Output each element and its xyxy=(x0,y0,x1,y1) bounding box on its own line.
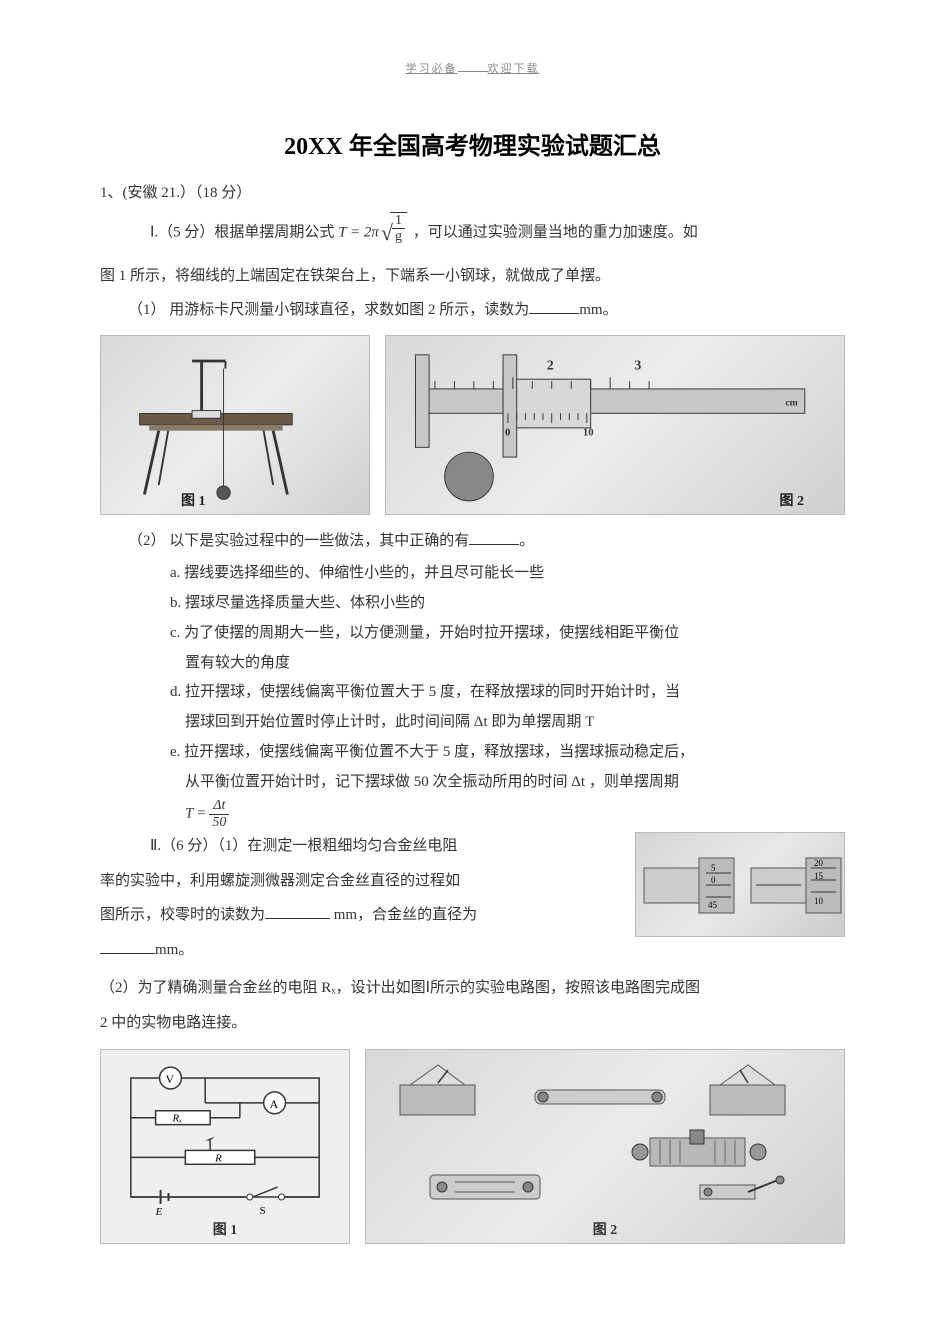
circuit-V: V xyxy=(166,1072,175,1086)
part2-line3b: mm，合金丝的直径为 xyxy=(330,907,477,923)
sub1-unit: mm。 xyxy=(579,302,617,318)
circuit-fig2-caption: 图 2 xyxy=(593,1219,618,1239)
header-suffix: 欢迎下载 xyxy=(488,63,540,75)
answer-blank-3 xyxy=(265,904,330,919)
header-prefix: 学习必备 xyxy=(406,63,458,75)
sub1-text: （1） 用游标卡尺测量小钢球直径，求数如图 2 所示，读数为 xyxy=(128,302,529,318)
caliper-icon: 2 3 0 10 xyxy=(396,338,834,508)
circuit-S: S xyxy=(260,1205,266,1217)
circuit-Rx: Rₓ xyxy=(171,1113,182,1125)
svg-text:20: 20 xyxy=(814,858,824,868)
part2-sub2: （2）为了精确测量合金丝的电阻 Rₓ，设计出如图Ⅰ所示的实验电路图，按照该电路图… xyxy=(100,974,845,1003)
formula-eq: = 2π xyxy=(346,224,379,240)
page-header-mark: 学习必备 欢迎下载 xyxy=(100,60,845,76)
part1-line2: 图 1 所示，将细线的上端固定在铁架台上，下端系一小钢球，就做成了单摆。 xyxy=(100,262,845,291)
svg-text:2: 2 xyxy=(547,357,554,372)
figure-1-pendulum: 图 1 xyxy=(100,335,370,515)
svg-text:3: 3 xyxy=(634,357,641,372)
figure-row-1: 图 1 2 3 xyxy=(100,335,845,515)
option-d-line2: 摆球回到开始位置时停止计时，此时间间隔 Δt 即为单摆周期 T xyxy=(185,709,845,737)
options-list: a. 摆线要选择细些的、伸缩性小些的，并且尽可能长一些 b. 摆球尽量选择质量大… xyxy=(170,560,845,830)
answer-blank-4 xyxy=(100,939,155,954)
part1-sub1: （1） 用游标卡尺测量小钢球直径，求数如图 2 所示，读数为 mm。 xyxy=(128,296,845,325)
svg-text:15: 15 xyxy=(814,871,824,881)
circuit-E: E xyxy=(155,1206,163,1218)
svg-text:5: 5 xyxy=(711,863,716,873)
sub2-suffix: 。 xyxy=(519,533,534,549)
answer-blank xyxy=(529,299,579,314)
option-e-line1: e. 拉开摆球，使摆线偏离平衡位置不大于 5 度，释放摆球，当摆球振动稳定后， xyxy=(170,739,845,767)
option-d-line1: d. 拉开摆球，使摆线偏离平衡位置大于 5 度，在释放摆球的同时开始计时，当 xyxy=(170,679,845,707)
part2-sub2-text: （2）为了精确测量合金丝的电阻 Rₓ，设计出如图Ⅰ所示的实验电路图，按照该电路图… xyxy=(100,980,700,996)
part2-line2: 率的实验中，利用螺旋测微器测定合金丝直径的过程如 xyxy=(100,867,625,896)
q1-header: 1、(安徽 21.）（18 分） xyxy=(100,181,845,202)
part1-sub2: （2） 以下是实验过程中的一些做法，其中正确的有 。 xyxy=(128,527,845,556)
circuit-fig1-caption: 图 1 xyxy=(213,1219,238,1239)
sub2-text: （2） 以下是实验过程中的一些做法，其中正确的有 xyxy=(128,533,469,549)
option-b: b. 摆球尽量选择质量大些、体积小些的 xyxy=(170,590,845,618)
fig1-caption: 图 1 xyxy=(181,490,206,510)
part2-line3: 图所示，校零时的读数为 mm，合金丝的直径为 xyxy=(100,901,625,930)
figure-micrometer: 5 0 45 20 15 10 xyxy=(635,832,845,937)
option-e-formula: T = Δt50 xyxy=(185,798,845,830)
part2-sub2b: 2 中的实物电路连接。 xyxy=(100,1009,845,1038)
part2-line3a: 图所示，校零时的读数为 xyxy=(100,907,265,923)
circuit-figure-row: V A Rₓ R E S 图 xyxy=(100,1049,845,1244)
intro-suffix: ，可以通过实验测量当地的重力加速度。如 xyxy=(413,224,698,240)
part2-wrapper: Ⅱ.（6 分）（1）在测定一根粗细均匀合金丝电阻 率的实验中，利用螺旋测微器测定… xyxy=(100,832,845,970)
part1-intro: Ⅰ.（5 分）根据单摆周期公式 T = 2π√1g ，可以通过实验测量当地的重力… xyxy=(150,212,845,254)
part2-line4-text: mm。 xyxy=(155,942,193,958)
figure-2-caliper: 2 3 0 10 xyxy=(385,335,845,515)
part2-line1: Ⅱ.（6 分）（1）在测定一根粗细均匀合金丝电阻 xyxy=(150,838,457,854)
pendulum-icon xyxy=(111,338,359,508)
e-frac-num: Δt xyxy=(209,798,229,814)
svg-text:cm: cm xyxy=(785,397,797,408)
intro-prefix: Ⅰ.（5 分）根据单摆周期公式 xyxy=(150,224,334,240)
circuit-icon: V A Rₓ R E S xyxy=(111,1060,339,1220)
header-blank xyxy=(458,71,488,72)
e-frac-den: 50 xyxy=(209,815,229,830)
svg-text:45: 45 xyxy=(708,900,718,910)
option-a: a. 摆线要选择细些的、伸缩性小些的，并且尽可能长一些 xyxy=(170,560,845,588)
option-c-line2: 置有较大的角度 xyxy=(185,650,845,678)
circuit-A: A xyxy=(270,1097,279,1111)
fig2-caption: 图 2 xyxy=(780,490,805,510)
part2-line4: mm。 xyxy=(100,936,625,965)
document-title: 20XX 年全国高考物理实验试题汇总 xyxy=(100,126,845,161)
svg-text:10: 10 xyxy=(814,896,824,906)
micrometer-icon: 5 0 45 20 15 10 xyxy=(636,833,846,938)
svg-text:0: 0 xyxy=(505,426,510,438)
e-formula-T: T xyxy=(185,806,193,822)
option-c-line1: c. 为了使摆的周期大一些，以方便测量，开始时拉开摆球，使摆线相距平衡位 xyxy=(170,620,845,648)
frac-num: 1 xyxy=(392,213,405,229)
circuit-R: R xyxy=(214,1152,222,1164)
option-e-line2: 从平衡位置开始计时，记下摆球做 50 次全振动所用的时间 Δt ，则单摆周期 xyxy=(185,769,845,797)
figure-circuit-physical: 图 2 xyxy=(365,1049,845,1244)
sqrt-icon: √1g xyxy=(381,212,407,254)
figure-circuit-diagram: V A Rₓ R E S 图 xyxy=(100,1049,350,1244)
svg-text:0: 0 xyxy=(711,875,716,885)
answer-blank-2 xyxy=(469,530,519,545)
physical-circuit-icon xyxy=(366,1050,844,1220)
svg-text:10: 10 xyxy=(583,426,594,438)
frac-den: g xyxy=(392,229,405,244)
